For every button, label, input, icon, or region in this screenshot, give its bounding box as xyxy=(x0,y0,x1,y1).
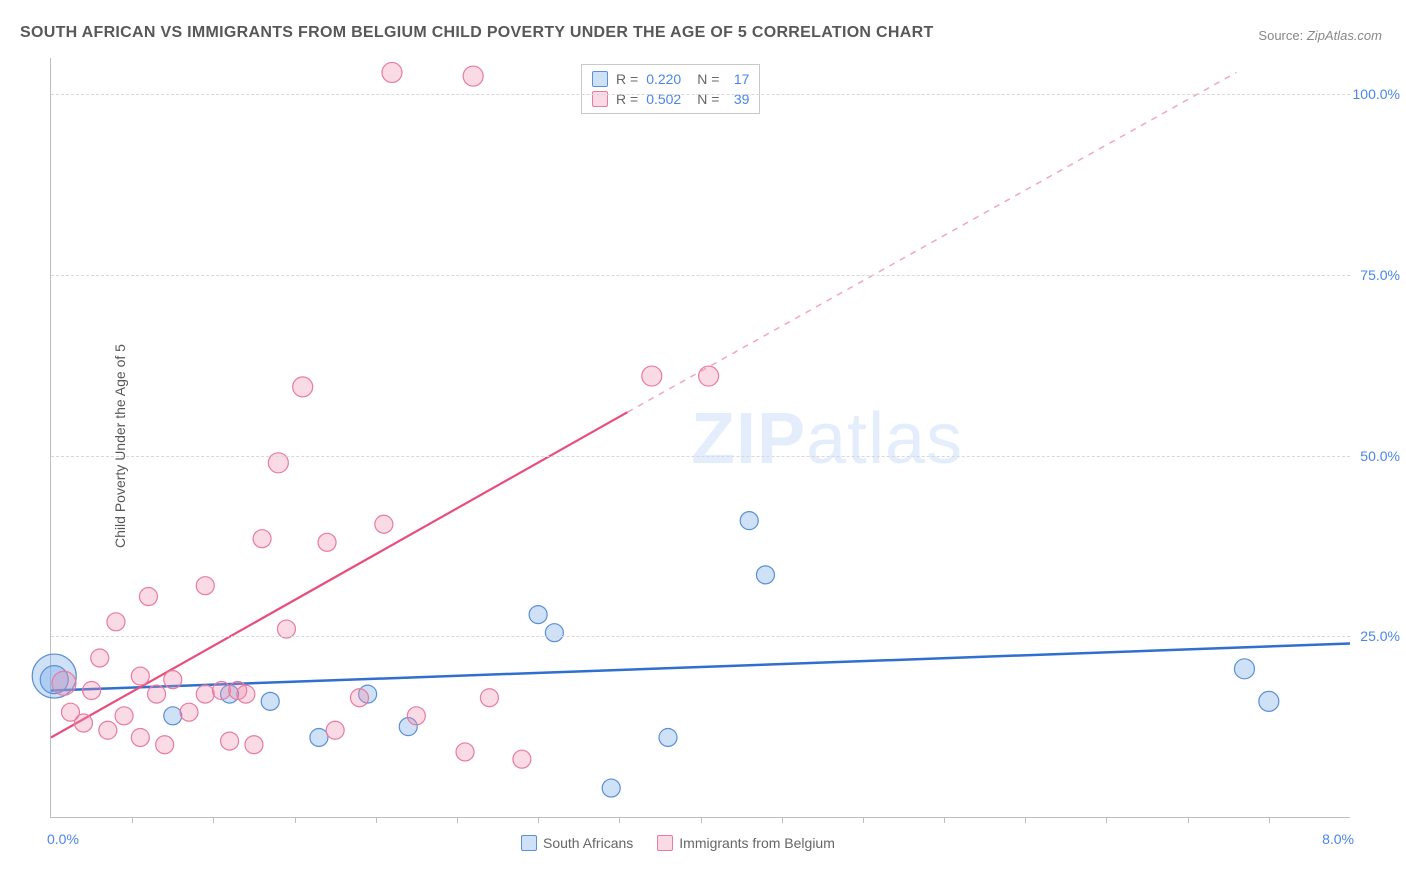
scatter-point xyxy=(375,515,393,533)
scatter-point xyxy=(642,366,662,386)
legend-series-label: South Africans xyxy=(543,835,633,851)
scatter-point xyxy=(156,736,174,754)
scatter-point xyxy=(382,62,402,82)
scatter-point xyxy=(196,577,214,595)
x-tick-mark xyxy=(295,817,296,823)
x-tick-mark xyxy=(944,817,945,823)
scatter-point xyxy=(326,721,344,739)
trend-line xyxy=(51,644,1350,691)
scatter-point xyxy=(545,624,563,642)
scatter-point xyxy=(310,728,328,746)
scatter-point xyxy=(131,667,149,685)
y-tick-label: 50.0% xyxy=(1352,448,1400,464)
scatter-point xyxy=(99,721,117,739)
scatter-point xyxy=(529,606,547,624)
scatter-point xyxy=(115,707,133,725)
scatter-point xyxy=(463,66,483,86)
source-credit: Source: ZipAtlas.com xyxy=(1258,28,1382,43)
legend-series-item: South Africans xyxy=(521,835,633,851)
scatter-point xyxy=(480,689,498,707)
scatter-point xyxy=(131,728,149,746)
scatter-point xyxy=(1259,691,1279,711)
legend-n-label: N = xyxy=(697,69,719,89)
source-value: ZipAtlas.com xyxy=(1307,28,1382,43)
scatter-point xyxy=(52,671,76,695)
scatter-point xyxy=(407,707,425,725)
x-tick-mark xyxy=(701,817,702,823)
source-label: Source: xyxy=(1258,28,1303,43)
gridline xyxy=(51,94,1350,95)
scatter-point xyxy=(74,714,92,732)
x-tick-mark xyxy=(863,817,864,823)
scatter-point xyxy=(83,682,101,700)
legend-swatch xyxy=(657,835,673,851)
trend-line xyxy=(51,412,627,737)
plot-area: ZIPatlas R =0.220N =17R =0.502N =39 0.0%… xyxy=(50,58,1350,818)
x-tick-max: 8.0% xyxy=(1322,831,1354,847)
scatter-point xyxy=(212,682,230,700)
legend-stats: R = 0.220 N = 17 R = 0.502 N = 39 xyxy=(581,64,760,114)
scatter-point xyxy=(196,685,214,703)
legend-n-label: N = xyxy=(697,89,719,109)
legend-r-label: R = xyxy=(616,89,638,109)
x-tick-mark xyxy=(619,817,620,823)
scatter-point xyxy=(318,533,336,551)
x-tick-mark xyxy=(1106,817,1107,823)
gridline xyxy=(51,275,1350,276)
legend-r-label: R = xyxy=(616,69,638,89)
scatter-point xyxy=(740,512,758,530)
x-tick-mark xyxy=(538,817,539,823)
scatter-point xyxy=(245,736,263,754)
gridline xyxy=(51,456,1350,457)
scatter-point xyxy=(699,366,719,386)
scatter-point xyxy=(659,728,677,746)
scatter-point xyxy=(164,707,182,725)
x-tick-mark xyxy=(782,817,783,823)
legend-r-value: 0.502 xyxy=(646,89,681,109)
scatter-point xyxy=(148,685,166,703)
scatter-point xyxy=(261,692,279,710)
scatter-point xyxy=(237,685,255,703)
legend-swatch xyxy=(592,71,608,87)
legend-swatch xyxy=(521,835,537,851)
scatter-point xyxy=(253,530,271,548)
scatter-point xyxy=(221,732,239,750)
scatter-point xyxy=(293,377,313,397)
x-tick-mark xyxy=(132,817,133,823)
y-tick-label: 75.0% xyxy=(1352,267,1400,283)
legend-series: South Africans Immigrants from Belgium xyxy=(521,835,835,851)
y-tick-label: 100.0% xyxy=(1352,86,1400,102)
x-tick-min: 0.0% xyxy=(47,831,79,847)
legend-stats-row: R = 0.220 N = 17 xyxy=(592,69,749,89)
gridline xyxy=(51,636,1350,637)
scatter-point xyxy=(1234,659,1254,679)
scatter-point xyxy=(513,750,531,768)
scatter-point xyxy=(164,671,182,689)
x-tick-mark xyxy=(457,817,458,823)
trend-line-dashed xyxy=(627,72,1236,412)
legend-n-value: 39 xyxy=(727,89,749,109)
scatter-point xyxy=(180,703,198,721)
y-tick-label: 25.0% xyxy=(1352,628,1400,644)
legend-stats-row: R = 0.502 N = 39 xyxy=(592,89,749,109)
legend-n-value: 17 xyxy=(727,69,749,89)
x-tick-mark xyxy=(1025,817,1026,823)
chart-svg xyxy=(51,58,1350,817)
x-tick-mark xyxy=(1269,817,1270,823)
scatter-point xyxy=(456,743,474,761)
scatter-point xyxy=(91,649,109,667)
scatter-point xyxy=(756,566,774,584)
scatter-point xyxy=(107,613,125,631)
legend-series-label: Immigrants from Belgium xyxy=(679,835,835,851)
x-tick-mark xyxy=(1188,817,1189,823)
x-tick-mark xyxy=(213,817,214,823)
scatter-point xyxy=(351,689,369,707)
x-tick-mark xyxy=(376,817,377,823)
scatter-point xyxy=(139,588,157,606)
legend-series-item: Immigrants from Belgium xyxy=(657,835,835,851)
scatter-point xyxy=(602,779,620,797)
chart-title: SOUTH AFRICAN VS IMMIGRANTS FROM BELGIUM… xyxy=(20,24,934,42)
legend-r-value: 0.220 xyxy=(646,69,681,89)
